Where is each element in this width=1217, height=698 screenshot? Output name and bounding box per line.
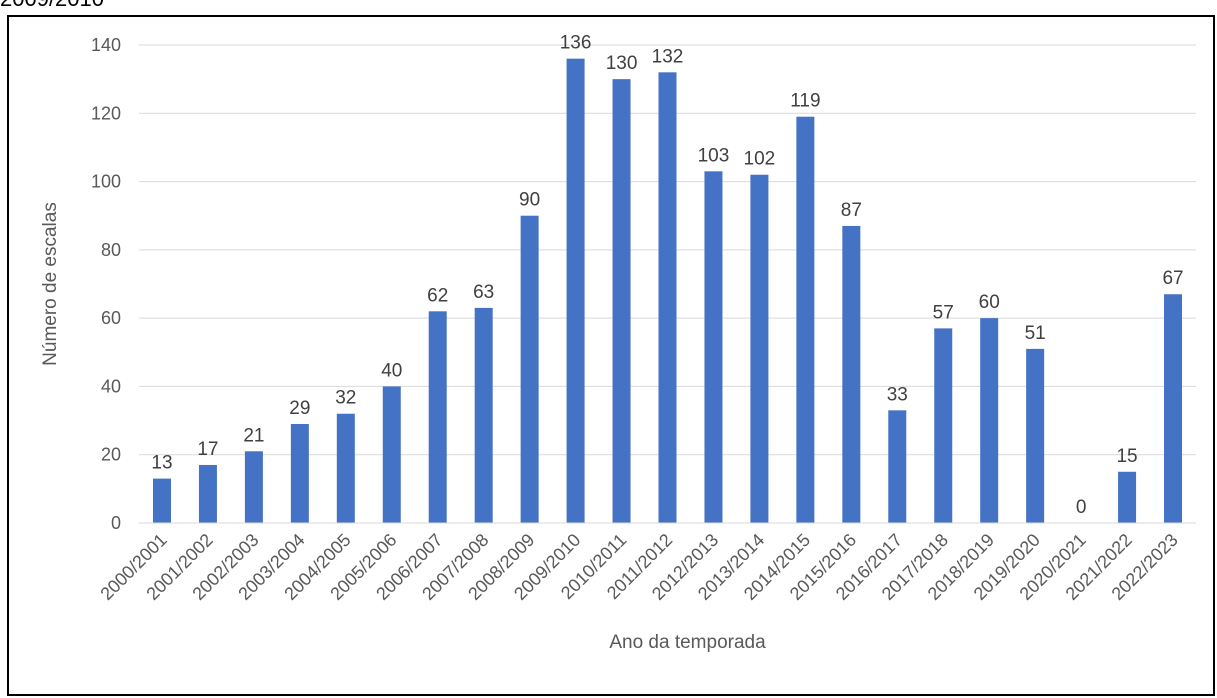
data-label: 103	[698, 145, 730, 166]
bar-chart: 0 20 40 60 80 100 120 140 13 17 21 29 32 40 62 63 90 136…	[40, 33, 1196, 653]
bar-2001-2002	[198, 464, 217, 523]
data-label: 51	[1025, 323, 1046, 344]
data-label: 90	[519, 190, 540, 211]
y-axis-ticks: 0 20 40 60 80 100 120 140	[91, 35, 121, 533]
y-tick-label: 120	[91, 103, 121, 123]
bar-2002-2003	[244, 451, 263, 523]
bar-2014-2015	[796, 116, 815, 523]
bar-2010-2011	[612, 79, 631, 523]
y-tick-label: 100	[91, 172, 121, 192]
page-fragment-text: 2009/2010	[0, 0, 104, 10]
data-label: 119	[790, 91, 820, 112]
data-label: 40	[381, 360, 402, 381]
bar-2000-2001	[152, 478, 171, 523]
bar-2003-2004	[290, 423, 309, 523]
data-label: 62	[427, 285, 448, 306]
data-label: 130	[606, 53, 638, 74]
bar-2016-2017	[888, 410, 907, 523]
data-label: 33	[887, 384, 908, 405]
data-label: 63	[473, 282, 494, 303]
bar-2007-2008	[474, 307, 493, 523]
x-axis-title: Ano da temporada	[609, 632, 766, 653]
y-tick-label: 40	[101, 376, 121, 396]
y-tick-label: 140	[91, 35, 121, 55]
bar-2019-2020	[1026, 348, 1045, 523]
data-label: 21	[243, 425, 264, 446]
data-label: 67	[1162, 268, 1183, 289]
bar-2022-2023	[1164, 294, 1183, 523]
data-label: 102	[744, 149, 776, 170]
data-label: 32	[335, 388, 356, 409]
data-label: 87	[841, 200, 862, 221]
data-label: 136	[560, 33, 592, 54]
bar-2005-2006	[382, 386, 401, 523]
data-label: 17	[197, 439, 218, 460]
data-label: 132	[652, 46, 684, 67]
data-labels: 13 17 21 29 32 40 62 63 90 136 130 132 103 102 119 87 33…	[151, 33, 1183, 518]
bar-2006-2007	[428, 311, 447, 523]
data-label: 15	[1116, 446, 1137, 467]
chart-frame: 0 20 40 60 80 100 120 140 13 17 21 29 32 40 62 63 90 136…	[7, 15, 1215, 696]
data-label: 13	[151, 453, 172, 474]
bar-2018-2019	[980, 318, 999, 523]
y-tick-label: 20	[101, 445, 121, 465]
y-tick-label: 0	[111, 513, 121, 533]
bar-2017-2018	[934, 328, 953, 523]
bar-2013-2014	[750, 174, 769, 523]
data-label: 0	[1076, 497, 1087, 518]
x-axis-ticks: 2000/20012001/20022002/20032003/20042004…	[96, 530, 1181, 604]
bar-2021-2022	[1118, 471, 1137, 523]
bar-2012-2013	[704, 171, 723, 524]
bar-2011-2012	[658, 72, 677, 524]
bars	[152, 58, 1183, 524]
bar-2008-2009	[520, 215, 539, 523]
data-label: 57	[933, 302, 954, 323]
bar-2009-2010	[566, 58, 585, 524]
data-label: 29	[289, 398, 310, 419]
bar-2015-2016	[842, 225, 861, 523]
data-label: 60	[979, 292, 1000, 313]
y-axis-title: Número de escalas	[40, 202, 61, 366]
y-tick-label: 60	[101, 308, 121, 328]
y-tick-label: 80	[101, 240, 121, 260]
bar-2004-2005	[336, 413, 355, 523]
